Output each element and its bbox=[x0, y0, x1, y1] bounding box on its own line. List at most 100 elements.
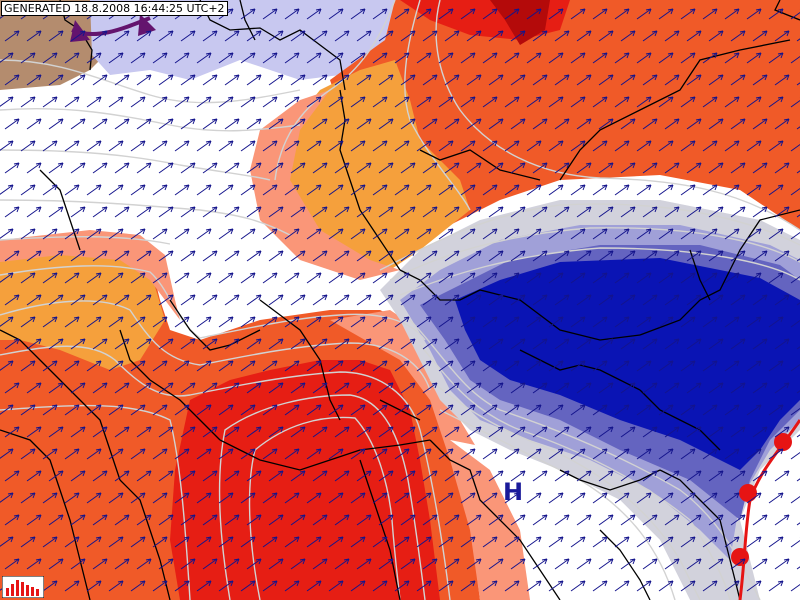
arrow-icon bbox=[482, 492, 498, 504]
arrow-icon bbox=[48, 470, 64, 482]
arrow-icon bbox=[152, 96, 168, 108]
arrow-icon bbox=[702, 404, 718, 416]
arrow-icon bbox=[218, 140, 234, 152]
arrow-icon bbox=[262, 404, 278, 416]
arrow-icon bbox=[400, 470, 416, 482]
arrow-icon bbox=[114, 382, 130, 394]
arrow-icon bbox=[268, 338, 284, 350]
arrow-icon bbox=[680, 52, 696, 64]
arrow-icon bbox=[438, 360, 454, 372]
arrow-icon bbox=[790, 53, 800, 64]
arrow-icon bbox=[218, 404, 234, 416]
wind-arrows bbox=[0, 8, 800, 592]
arrow-icon bbox=[262, 96, 278, 108]
arrow-icon bbox=[334, 514, 350, 526]
arrow-icon bbox=[526, 140, 542, 152]
arrow-icon bbox=[92, 74, 108, 86]
arrow-icon bbox=[372, 536, 388, 548]
arrow-icon bbox=[422, 514, 438, 526]
arrow-icon bbox=[240, 536, 256, 548]
arrow-icon bbox=[592, 360, 608, 372]
arrow-icon bbox=[218, 360, 234, 372]
arrow-icon bbox=[746, 140, 762, 152]
arrow-icon bbox=[482, 580, 498, 592]
arrow-icon bbox=[70, 74, 86, 86]
arrow-icon bbox=[730, 558, 746, 570]
arrow-icon bbox=[136, 30, 152, 42]
arrow-icon bbox=[752, 426, 768, 438]
arrow-icon bbox=[554, 250, 570, 262]
arrow-icon bbox=[658, 8, 674, 20]
arrow-icon bbox=[400, 558, 416, 570]
arrow-icon bbox=[180, 162, 196, 174]
arrow-icon bbox=[510, 382, 526, 394]
arrow-icon bbox=[592, 492, 608, 504]
arrow-icon bbox=[114, 294, 130, 306]
arrow-icon bbox=[686, 162, 702, 174]
arrow-icon bbox=[284, 404, 300, 416]
arrow-icon bbox=[86, 404, 102, 416]
arrow-icon bbox=[790, 229, 800, 240]
arrow-icon bbox=[158, 294, 174, 306]
arrow-icon bbox=[554, 294, 570, 306]
arrow-icon bbox=[658, 536, 674, 548]
arrow-icon bbox=[152, 228, 168, 240]
arrow-icon bbox=[4, 294, 20, 306]
arrow-icon bbox=[350, 360, 366, 372]
arrow-icon bbox=[284, 8, 300, 20]
arrow-icon bbox=[774, 338, 790, 350]
arrow-icon bbox=[752, 338, 768, 350]
arrow-icon bbox=[510, 558, 526, 570]
arrow-icon bbox=[680, 272, 696, 284]
arrow-icon bbox=[114, 206, 130, 218]
arrow-icon bbox=[768, 96, 784, 108]
arrow-icon bbox=[218, 52, 234, 64]
arrow-icon bbox=[86, 492, 102, 504]
arrow-icon bbox=[796, 258, 800, 262]
arrow-icon bbox=[636, 272, 652, 284]
arrow-icon bbox=[702, 536, 718, 548]
arrow-icon bbox=[20, 52, 36, 64]
arrow-icon bbox=[554, 470, 570, 482]
arrow-icon bbox=[592, 8, 608, 20]
arrow-icon bbox=[416, 96, 432, 108]
arrow-icon bbox=[158, 162, 174, 174]
arrow-icon bbox=[70, 206, 86, 218]
arrow-icon bbox=[460, 404, 476, 416]
arrow-icon bbox=[444, 294, 460, 306]
arrow-icon bbox=[372, 8, 388, 20]
arrow-icon bbox=[570, 492, 586, 504]
arrow-icon bbox=[284, 96, 300, 108]
arrow-icon bbox=[218, 228, 234, 240]
arrow-icon bbox=[218, 184, 234, 196]
arrow-icon bbox=[488, 206, 504, 218]
arrow-icon bbox=[174, 580, 190, 592]
arrow-icon bbox=[290, 162, 306, 174]
arrow-icon bbox=[466, 338, 482, 350]
arrow-icon bbox=[730, 250, 746, 262]
arrow-icon bbox=[202, 206, 218, 218]
arrow-icon bbox=[422, 206, 438, 218]
arrow-icon bbox=[284, 52, 300, 64]
arrow-icon bbox=[268, 118, 284, 130]
arrow-icon bbox=[0, 52, 14, 63]
arrow-icon bbox=[592, 536, 608, 548]
arrow-icon bbox=[576, 250, 592, 262]
arrow-icon bbox=[48, 206, 64, 218]
arrow-icon bbox=[796, 82, 800, 86]
arrow-icon bbox=[312, 514, 328, 526]
arrow-icon bbox=[482, 316, 498, 328]
arrow-icon bbox=[334, 118, 350, 130]
arrow-icon bbox=[796, 38, 800, 42]
arrow-icon bbox=[658, 96, 674, 108]
arrow-icon bbox=[0, 448, 14, 459]
arrow-icon bbox=[768, 52, 784, 64]
arrow-icon bbox=[240, 492, 256, 504]
arrow-icon bbox=[746, 96, 762, 108]
arrow-icon bbox=[174, 272, 190, 284]
arrow-icon bbox=[482, 96, 498, 108]
arrow-icon bbox=[378, 426, 394, 438]
legend-bars-icon[interactable] bbox=[2, 576, 44, 598]
arrow-icon bbox=[796, 390, 800, 394]
arrow-icon bbox=[504, 272, 520, 284]
